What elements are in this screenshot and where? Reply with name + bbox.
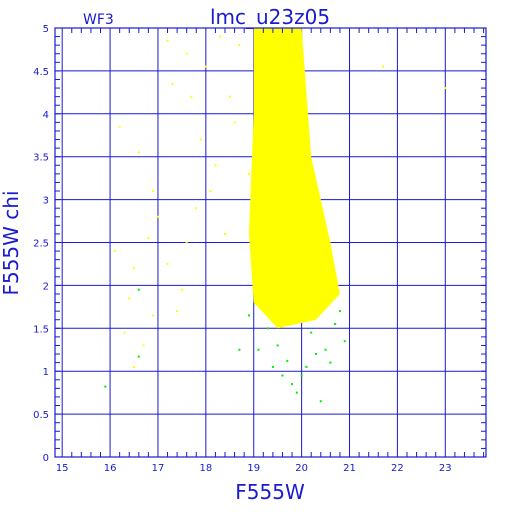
y-tick-label: 2 [43,281,49,292]
point-high-chi [238,44,241,47]
point-low-chi [291,383,294,386]
point-high-chi [329,292,332,295]
point-high-chi [166,39,169,42]
point-low-chi [238,348,241,351]
axis-ticks: 15 16 17 18 19 20 21 22 23 0 0.5 1 1.5 2 2.5 3 3.5 4 4.5 5 [33,24,486,474]
x-tick-label: 22 [391,463,404,474]
point-low-chi [324,348,327,351]
point-high-chi [190,95,193,98]
point-high-chi [118,125,121,128]
point-low-chi [334,323,337,326]
point-high-chi [176,310,179,313]
point-low-chi [286,359,289,362]
point-high-chi [156,215,159,218]
point-high-chi [233,121,236,124]
point-high-chi [382,65,385,68]
dense-core [248,28,340,329]
x-tick-label: 20 [295,463,308,474]
point-high-chi [171,82,174,85]
point-high-chi [128,297,131,300]
point-low-chi [300,374,303,377]
point-low-chi [257,348,260,351]
point-low-chi [247,314,250,317]
chart-title: lmc_u23z05 [210,5,330,29]
point-high-chi [291,301,294,304]
point-high-chi [444,87,447,90]
y-tick-label: 2.5 [33,239,49,250]
point-low-chi [305,365,308,368]
point-high-chi [228,95,231,98]
point-high-chi [200,138,203,141]
y-tick-label: 3 [43,196,49,207]
point-high-chi [247,172,250,175]
point-high-chi [113,250,116,253]
x-axis-label: F555W [235,480,305,504]
point-high-chi [142,344,145,347]
point-high-chi [224,232,227,235]
point-low-chi [295,391,298,394]
point-low-chi [319,400,322,403]
point-high-chi [219,35,222,38]
point-high-chi [137,151,140,154]
point-high-chi [271,61,274,64]
y-tick-label: 1 [43,367,49,378]
point-high-chi [166,262,169,265]
point-density-cloud [248,28,340,329]
point-low-chi [137,355,140,358]
point-high-chi [214,164,217,167]
point-high-chi [209,190,212,193]
point-low-chi [267,327,270,330]
y-tick-label: 0.5 [33,410,49,421]
point-high-chi [204,65,207,68]
y-tick-label: 4 [43,110,49,121]
point-low-chi [276,344,279,347]
data-points [104,35,447,403]
x-tick-label: 16 [104,463,117,474]
y-tick-label: 1.5 [33,324,49,335]
point-high-chi [195,207,198,210]
point-low-chi [343,340,346,343]
y-tick-label: 4.5 [33,67,49,78]
x-tick-label: 23 [439,463,452,474]
point-low-chi [281,374,284,377]
y-tick-label: 3.5 [33,153,49,164]
point-high-chi [123,331,126,334]
point-high-chi [152,190,155,193]
x-tick-label: 19 [247,463,260,474]
point-high-chi [185,52,188,55]
point-low-chi [104,385,107,388]
point-low-chi [338,310,341,313]
point-low-chi [314,353,317,356]
point-high-chi [152,314,155,317]
corner-label: WF3 [83,12,114,28]
point-high-chi [180,288,183,291]
y-axis-label: F555W chi [0,190,23,295]
point-high-chi [133,267,136,270]
point-high-chi [310,275,313,278]
y-tick-label: 0 [43,453,49,464]
point-high-chi [133,365,136,368]
point-low-chi [329,361,332,364]
point-high-chi [185,241,188,244]
x-tick-label: 15 [56,463,69,474]
point-low-chi [271,365,274,368]
point-high-chi [252,275,255,278]
point-low-chi [310,331,313,334]
x-tick-label: 17 [152,463,165,474]
point-low-chi [137,288,140,291]
x-tick-label: 21 [343,463,356,474]
point-high-chi [147,237,150,240]
x-tick-label: 18 [199,463,212,474]
y-tick-label: 5 [43,24,49,35]
